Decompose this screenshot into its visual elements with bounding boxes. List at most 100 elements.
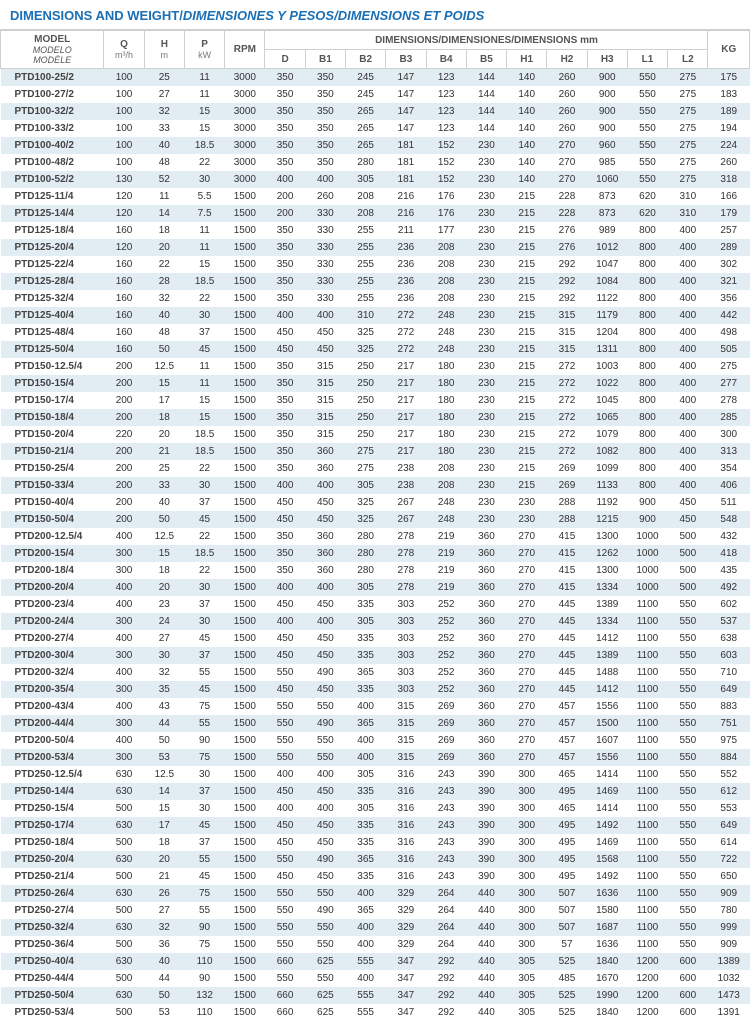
table-row: PTD250-36/450036751500550550400329264440… [1, 936, 750, 953]
cell-value: 140 [507, 171, 547, 188]
cell-value: 11 [184, 375, 224, 392]
cell-value: 445 [547, 647, 587, 664]
cell-value: 1100 [627, 868, 667, 885]
cell-value: 500 [668, 528, 708, 545]
cell-value: 550 [668, 851, 708, 868]
cell-value: 450 [305, 494, 345, 511]
cell-value: 160 [104, 290, 144, 307]
cell-value: 1500 [225, 919, 265, 936]
cell-value: 649 [708, 817, 750, 834]
cell-value: 400 [346, 698, 386, 715]
cell-value: 350 [265, 460, 305, 477]
cell-value: 285 [708, 409, 750, 426]
cell-value: 415 [547, 579, 587, 596]
cell-value: 800 [627, 460, 667, 477]
cell-value: 248 [426, 494, 466, 511]
cell-value: 260 [305, 188, 345, 205]
cell-value: 3000 [225, 137, 265, 154]
cell-value: 248 [426, 324, 466, 341]
title-en: DIMENSIONS AND WEIGHT/ [10, 8, 183, 23]
cell-value: 360 [466, 664, 506, 681]
cell-value: 465 [547, 800, 587, 817]
cell-value: 217 [386, 375, 426, 392]
cell-value: 1084 [587, 273, 627, 290]
cell-value: 400 [305, 307, 345, 324]
cell-value: 238 [386, 477, 426, 494]
cell-value: 400 [104, 664, 144, 681]
cell-value: 243 [426, 766, 466, 783]
cell-value: 400 [104, 596, 144, 613]
cell-value: 252 [426, 664, 466, 681]
cell-value: 215 [507, 256, 547, 273]
cell-value: 360 [305, 443, 345, 460]
cell-value: 40 [144, 137, 184, 154]
cell-value: 432 [708, 528, 750, 545]
cell-value: 550 [265, 902, 305, 919]
cell-value: 550 [627, 86, 667, 103]
cell-value: 245 [346, 86, 386, 103]
cell-value: 230 [466, 205, 506, 222]
cell-value: 11 [184, 358, 224, 375]
cell-value: 400 [668, 341, 708, 358]
cell-value: 1079 [587, 426, 627, 443]
cell-value: 630 [104, 851, 144, 868]
cell-value: 230 [466, 460, 506, 477]
cell-value: 1047 [587, 256, 627, 273]
cell-value: 600 [668, 953, 708, 970]
cell-value: 300 [507, 851, 547, 868]
cell-value: 120 [104, 205, 144, 222]
cell-value: 15 [184, 120, 224, 137]
cell-value: 303 [386, 681, 426, 698]
cell-value: 245 [346, 69, 386, 87]
cell-value: 600 [668, 970, 708, 987]
cell-value: 1500 [225, 953, 265, 970]
cell-value: 292 [547, 256, 587, 273]
cell-value: 3000 [225, 69, 265, 87]
cell-value: 400 [305, 579, 345, 596]
cell-value: 100 [104, 69, 144, 87]
cell-value: 1003 [587, 358, 627, 375]
cell-value: 260 [547, 120, 587, 137]
cell-value: 278 [386, 528, 426, 545]
cell-value: 1500 [225, 766, 265, 783]
cell-value: 335 [346, 596, 386, 613]
cell-value: 243 [426, 851, 466, 868]
cell-value: 1500 [225, 579, 265, 596]
cell-value: 230 [466, 290, 506, 307]
cell-value: 440 [466, 970, 506, 987]
cell-value: 180 [426, 426, 466, 443]
cell-value: 140 [507, 69, 547, 87]
cell-value: 1100 [627, 698, 667, 715]
cell-value: 200 [104, 511, 144, 528]
cell-model: PTD250-32/4 [1, 919, 104, 936]
cell-value: 315 [386, 698, 426, 715]
cell-value: 505 [708, 341, 750, 358]
cell-value: 329 [386, 885, 426, 902]
cell-value: 37 [184, 596, 224, 613]
cell-value: 44 [144, 970, 184, 987]
cell-value: 406 [708, 477, 750, 494]
cell-value: 208 [426, 460, 466, 477]
cell-value: 350 [265, 154, 305, 171]
cell-value: 1300 [587, 528, 627, 545]
cell-value: 1500 [225, 528, 265, 545]
cell-value: 365 [346, 715, 386, 732]
cell-value: 1215 [587, 511, 627, 528]
cell-value: 1100 [627, 630, 667, 647]
cell-model: PTD250-53/4 [1, 1004, 104, 1021]
cell-value: 230 [466, 358, 506, 375]
cell-value: 219 [426, 562, 466, 579]
cell-value: 215 [507, 205, 547, 222]
cell-value: 612 [708, 783, 750, 800]
cell-value: 450 [265, 324, 305, 341]
cell-value: 1500 [225, 511, 265, 528]
cell-value: 1500 [225, 256, 265, 273]
cell-model: PTD200-32/4 [1, 664, 104, 681]
cell-value: 152 [426, 137, 466, 154]
cell-value: 400 [104, 630, 144, 647]
cell-value: 550 [265, 970, 305, 987]
cell-value: 1500 [225, 664, 265, 681]
table-row: PTD200-20/440020301500400400305278219360… [1, 579, 750, 596]
table-row: PTD200-44/430044551500550490365315269360… [1, 715, 750, 732]
cell-model: PTD200-24/4 [1, 613, 104, 630]
